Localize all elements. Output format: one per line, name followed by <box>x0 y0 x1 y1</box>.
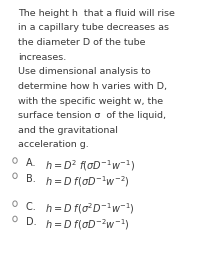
Text: the diameter D of the tube: the diameter D of the tube <box>18 38 146 47</box>
Text: C.: C. <box>26 202 39 212</box>
Text: $h = D\ f(\sigma^2 D^{-1}w^{-1})$: $h = D\ f(\sigma^2 D^{-1}w^{-1})$ <box>45 202 135 216</box>
Text: A.: A. <box>26 158 39 168</box>
Text: and the gravitational: and the gravitational <box>18 126 118 135</box>
Text: $h = D\ f(\sigma D^{-1}w^{-2})$: $h = D\ f(\sigma D^{-1}w^{-2})$ <box>45 174 130 188</box>
Text: B.: B. <box>26 174 39 184</box>
Text: in a capillary tube decreases as: in a capillary tube decreases as <box>18 24 169 33</box>
Text: surface tension σ  of the liquid,: surface tension σ of the liquid, <box>18 111 166 120</box>
Text: $h = D\ f(\sigma D^{-2}w^{-1})$: $h = D\ f(\sigma D^{-2}w^{-1})$ <box>45 217 130 232</box>
Text: $h = D^2\ f(\sigma D^{-1}w^{-1})$: $h = D^2\ f(\sigma D^{-1}w^{-1})$ <box>45 158 135 173</box>
Text: acceleration g.: acceleration g. <box>18 140 89 149</box>
Text: D.: D. <box>26 217 40 227</box>
Text: determine how h varies with D,: determine how h varies with D, <box>18 82 167 91</box>
Text: The height h  that a fluid will rise: The height h that a fluid will rise <box>18 9 175 18</box>
Text: Use dimensional analysis to: Use dimensional analysis to <box>18 67 151 76</box>
Text: with the specific weight w, the: with the specific weight w, the <box>18 97 163 105</box>
Text: increases.: increases. <box>18 53 66 62</box>
